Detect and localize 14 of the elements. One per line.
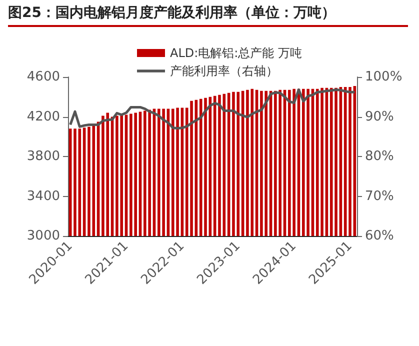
y-tick-label: 3800: [26, 149, 60, 164]
chart-title: 图25：国内电解铝月度产能及利用率（单位：万吨）: [8, 4, 408, 27]
line-series: [69, 88, 356, 130]
y2-tick-label: 100%: [365, 70, 402, 84]
y2-tick-label: 70%: [365, 188, 394, 204]
y2-tick-label: 90%: [365, 109, 394, 124]
y-tick-label: 4600: [26, 70, 60, 84]
legend-label: ALD:电解铝:总产能 万吨: [170, 46, 302, 60]
y-tick-label: 4200: [26, 109, 60, 124]
y2-tick-label: 80%: [365, 149, 394, 164]
y2-tick-label: 60%: [365, 228, 394, 244]
y-tick-label: 3000: [26, 228, 60, 244]
y-tick-label: 3400: [26, 188, 60, 204]
legend-label: 产能利用率（右轴）: [170, 64, 278, 78]
